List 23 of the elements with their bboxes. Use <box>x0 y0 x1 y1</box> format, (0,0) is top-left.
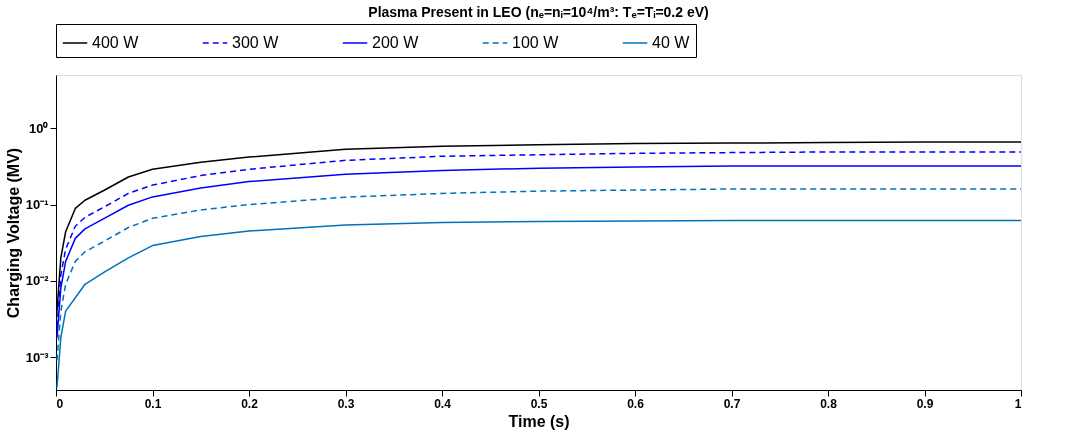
y-tick-label: 10⁻² <box>25 273 50 289</box>
legend-label: 400 W <box>92 34 140 51</box>
x-tick-label: 0 <box>56 396 64 411</box>
legend-label: 40 W <box>652 34 691 51</box>
y-tick-label: 10⁻³ <box>25 349 50 365</box>
legend-label: 100 W <box>512 34 560 51</box>
x-tick-label: 1 <box>1014 396 1022 411</box>
chart-title: Plasma Present in LEO (nₑ=nᵢ=10⁴/m³: Tₑ=Tᵢ=0.2 eV) <box>368 3 709 20</box>
x-tick-label: 0.8 <box>820 396 838 411</box>
x-tick-label: 0.5 <box>530 396 548 411</box>
x-tick-label: 0.1 <box>144 396 162 411</box>
legend-label: 200 W <box>372 34 420 51</box>
x-tick-label: 0.2 <box>241 396 259 411</box>
x-tick-label: 0.7 <box>723 396 741 411</box>
x-tick-label: 0.6 <box>627 396 645 411</box>
x-axis-title: Time (s) <box>508 412 570 430</box>
x-tick-label: 0.3 <box>337 396 355 411</box>
x-tick-label: 0.9 <box>916 396 934 411</box>
y-axis-title: Charging Voltage (MV) <box>4 147 22 319</box>
legend-label: 300 W <box>232 34 280 51</box>
y-tick-label: 10⁰ <box>29 120 49 136</box>
x-tick-label: 0.4 <box>434 396 452 411</box>
y-tick-label: 10⁻¹ <box>25 197 49 213</box>
